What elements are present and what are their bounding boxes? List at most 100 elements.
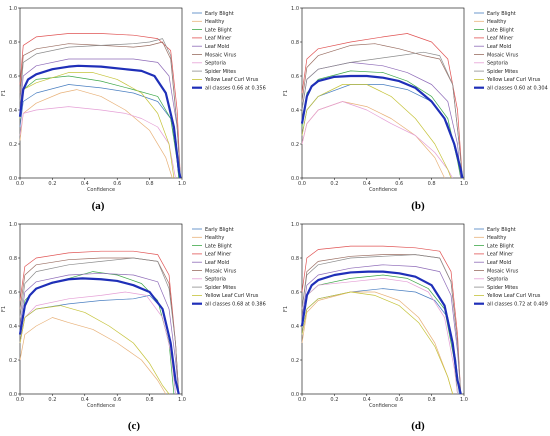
- legend-label: Yellow Leaf Curl Virus: [486, 77, 541, 83]
- y-tick-label: 1.0: [9, 6, 17, 12]
- series-line-yellow-leaf-curl-virus: [301, 291, 453, 395]
- series-line-all-classes-0-72-at-0-409: [300, 270, 462, 395]
- series-line-septoria: [301, 101, 453, 179]
- x-tick-label: 0.6: [113, 397, 121, 403]
- y-axis-title: F1: [283, 90, 289, 96]
- y-tick-label: 0.8: [9, 40, 17, 46]
- series-line-spider-mites: [301, 254, 462, 395]
- legend-label: Septoria: [487, 277, 508, 283]
- legend-label: Early Blight: [205, 11, 234, 17]
- y-tick-label: 0.6: [9, 74, 17, 80]
- series-line-leaf-mold: [19, 58, 181, 179]
- x-tick-label: 0.6: [395, 181, 403, 187]
- legend: Early Blight Healthy Late Blight Leaf Miner…: [474, 227, 548, 308]
- y-tick-label: 0.6: [291, 290, 299, 296]
- legend-label: all classes 0.72 at 0.409: [487, 302, 548, 308]
- chart-panel-1: 0.0 0.2 0.4 0.6 0.8 1.0 0.0 0.2 0.4 0.6 0.8 1.0 Conf…: [1, 6, 266, 212]
- series-line-spider-mites: [19, 38, 181, 179]
- legend-label: Yellow Leaf Curl Virus: [486, 293, 541, 299]
- legend-label: Early Blight: [205, 227, 234, 233]
- y-tick-label: 0.6: [291, 74, 299, 80]
- x-tick-label: 0.4: [363, 397, 371, 403]
- y-tick-label: 0.2: [291, 358, 299, 364]
- series-line-spider-mites: [301, 51, 463, 179]
- y-tick-label: 0.2: [9, 142, 17, 148]
- legend-label: Late Blight: [487, 243, 514, 249]
- chart-panel-4: 0.0 0.2 0.4 0.6 0.8 1.0 0.0 0.2 0.4 0.6 0.8 1.0 Conf…: [283, 222, 548, 432]
- y-tick-label: 1.0: [9, 222, 17, 228]
- series-line-septoria: [19, 106, 176, 179]
- x-axis-title: Confidence: [87, 403, 115, 409]
- legend: Early Blight Healthy Late Blight Leaf Miner…: [192, 11, 266, 92]
- chart-panel-2: 0.0 0.2 0.4 0.6 0.8 1.0 0.0 0.2 0.4 0.6 0.8 1.0 Conf…: [283, 6, 548, 212]
- series-line-healthy: [19, 317, 167, 395]
- series-line-late-blight: [19, 75, 180, 179]
- series-line-early-blight: [301, 84, 462, 179]
- legend-label: Late Blight: [487, 27, 514, 33]
- legend-label: Yellow Leaf Curl Virus: [204, 293, 259, 299]
- y-tick-label: 0.2: [9, 358, 17, 364]
- legend-label: Septoria: [205, 61, 226, 67]
- legend-label: Spider Mites: [487, 285, 518, 291]
- legend-label: Mosaic Virus: [487, 268, 519, 274]
- x-tick-label: 0.8: [146, 397, 154, 403]
- series-line-leaf-miner: [19, 33, 181, 179]
- panel-label: (d): [411, 420, 425, 432]
- legend-label: Septoria: [487, 61, 508, 67]
- x-tick-label: 0.0: [16, 181, 24, 187]
- panel-label: (b): [411, 200, 425, 212]
- series-line-yellow-leaf-curl-virus: [19, 72, 175, 179]
- x-tick-label: 1.0: [460, 397, 468, 403]
- legend-label: Leaf Miner: [487, 252, 514, 258]
- legend-label: Late Blight: [205, 27, 232, 33]
- legend-label: Early Blight: [487, 227, 516, 233]
- panel-label: (a): [92, 200, 105, 212]
- y-tick-label: 0.0: [9, 176, 17, 182]
- y-tick-label: 0.4: [291, 324, 299, 330]
- legend-label: Leaf Miner: [487, 36, 514, 42]
- x-tick-label: 0.4: [363, 181, 371, 187]
- x-tick-label: 0.6: [113, 181, 121, 187]
- y-tick-label: 0.8: [291, 40, 299, 46]
- series-line-leaf-miner: [19, 250, 180, 395]
- x-tick-label: 0.2: [48, 397, 56, 403]
- legend-label: Septoria: [205, 277, 226, 283]
- series-line-early-blight: [301, 288, 460, 395]
- legend-label: Healthy: [205, 19, 224, 25]
- series-line-leaf-mold: [301, 264, 462, 395]
- y-tick-label: 0.4: [9, 324, 17, 330]
- legend-label: Spider Mites: [487, 69, 518, 75]
- series-line-early-blight: [19, 295, 176, 395]
- y-axis-title: F1: [1, 306, 7, 312]
- x-axis-title: Confidence: [369, 187, 397, 193]
- legend-label: Healthy: [487, 235, 506, 241]
- y-tick-label: 1.0: [291, 6, 299, 12]
- series-line-leaf-miner: [301, 245, 462, 395]
- legend-label: Spider Mites: [205, 285, 236, 291]
- legend-label: all classes 0.60 at 0.304: [487, 86, 548, 92]
- x-tick-label: 1.0: [178, 181, 186, 187]
- legend-label: Mosaic Virus: [205, 268, 237, 274]
- series-line-all-classes-0-68-at-0-386: [18, 277, 180, 395]
- panel-label: (c): [128, 420, 141, 432]
- plot-frame: [19, 223, 183, 395]
- y-tick-label: 0.8: [291, 256, 299, 262]
- legend-label: Leaf Mold: [487, 260, 511, 266]
- series-line-yellow-leaf-curl-virus: [19, 305, 170, 395]
- y-tick-label: 0.0: [291, 392, 299, 398]
- legend: Early Blight Healthy Late Blight Leaf Miner…: [474, 11, 548, 92]
- plot-frame: [301, 223, 465, 395]
- y-tick-label: 0.2: [291, 142, 299, 148]
- legend-label: Healthy: [487, 19, 506, 25]
- legend-label: Leaf Miner: [205, 36, 232, 42]
- legend-label: all classes 0.66 at 0.356: [205, 86, 266, 92]
- x-tick-label: 0.2: [330, 181, 338, 187]
- x-tick-label: 0.8: [146, 181, 154, 187]
- legend-label: Yellow Leaf Curl Virus: [204, 77, 259, 83]
- x-axis-title: Confidence: [87, 187, 115, 193]
- x-tick-label: 1.0: [178, 397, 186, 403]
- series-line-yellow-leaf-curl-virus: [301, 84, 452, 179]
- x-tick-label: 1.0: [460, 181, 468, 187]
- y-tick-label: 0.8: [9, 256, 17, 262]
